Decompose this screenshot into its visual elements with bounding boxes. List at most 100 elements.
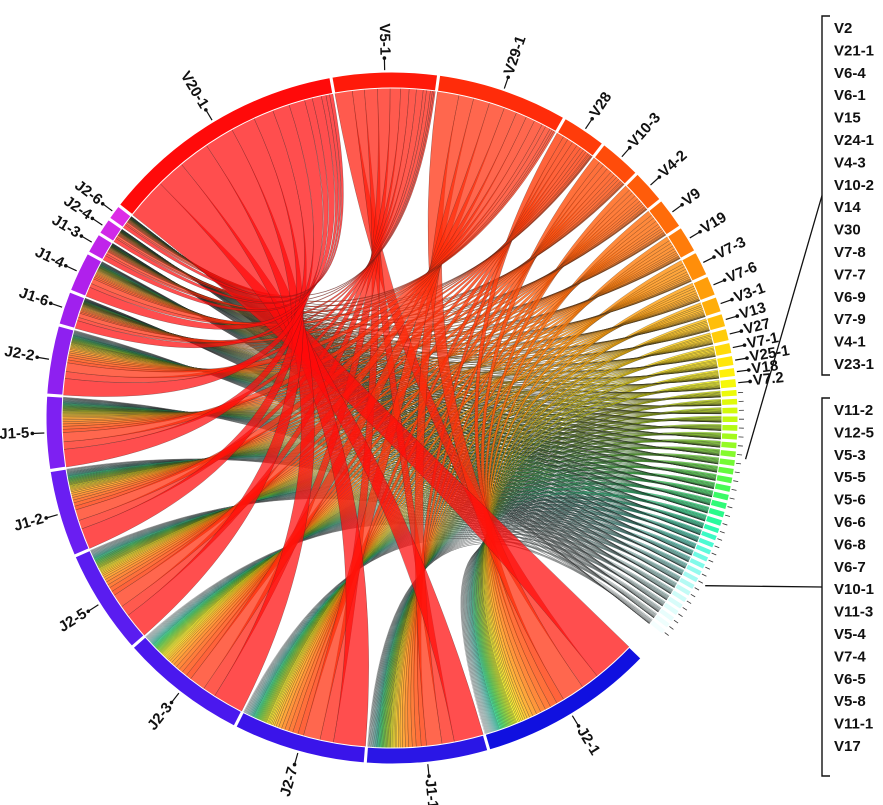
- segment-label-j2-7: J2-7: [277, 765, 301, 799]
- legend-label-v17: V17: [834, 738, 861, 755]
- label-dot: [86, 609, 91, 614]
- label-tick: [87, 604, 99, 612]
- label-tick: [738, 380, 751, 384]
- arc-v13: [706, 313, 727, 332]
- arc-v5-4: [670, 589, 689, 604]
- arc-v7-8: [715, 473, 734, 485]
- label-tick: [32, 432, 45, 435]
- segment-label-j2-5: J2-5: [56, 605, 90, 635]
- label-tick: [37, 356, 50, 360]
- legend-label-v21-1: V21-1: [834, 42, 874, 59]
- legend-connector: [705, 585, 823, 588]
- segment-label-v7-1: V7-1: [746, 329, 780, 352]
- label-tick: [725, 315, 738, 321]
- label-tick: [729, 330, 742, 335]
- segment-tick: [727, 506, 733, 509]
- label-tick: [50, 302, 63, 308]
- label-tick: [720, 299, 733, 305]
- arc-v7-7: [713, 482, 732, 494]
- label-tick: [689, 231, 701, 239]
- label-dot: [30, 431, 35, 436]
- label-tick: [102, 203, 113, 212]
- legend-label-v6-8: V6-8: [834, 536, 866, 553]
- segment-tick: [705, 566, 711, 570]
- segment-tick: [682, 607, 688, 611]
- label-dot: [748, 379, 752, 384]
- label-tick: [65, 265, 77, 272]
- label-dot: [735, 314, 740, 318]
- segment-label-j1-5: J1-5: [0, 425, 30, 443]
- arc-v6-7: [681, 569, 700, 584]
- label-tick: [92, 217, 103, 226]
- label-dot: [722, 278, 727, 282]
- arc-j1-5: [45, 395, 67, 471]
- legend-label-v14: V14: [834, 199, 861, 216]
- legend-label-v6-5: V6-5: [834, 671, 866, 688]
- segment-tick: [669, 626, 674, 630]
- segment-label-j2-3: J2-3: [144, 699, 176, 733]
- segment-label-v5-1: V5-1: [376, 23, 394, 55]
- legend-label-v5-8: V5-8: [834, 693, 866, 710]
- arc-v6-6: [688, 556, 707, 570]
- arc-v29-1: [436, 74, 565, 133]
- label-dot: [746, 368, 751, 372]
- segment-tick: [714, 545, 720, 549]
- label-tick: [703, 256, 715, 263]
- label-dot: [48, 301, 53, 306]
- segment-tick: [694, 587, 700, 591]
- legend-label-v10-2: V10-2: [834, 177, 874, 194]
- arc-v7-9: [709, 498, 728, 511]
- arc-v18: [717, 366, 737, 379]
- label-dot: [627, 145, 632, 150]
- arc-v6-8: [684, 563, 703, 577]
- segment-arcs: [45, 71, 739, 765]
- segment-label-v29-1: V29-1: [501, 34, 530, 77]
- label-dot: [427, 774, 431, 778]
- label-dot: [382, 56, 387, 60]
- legend: V2 V21-1 V6-4 V6-1 V15 V24-1 V4-3 V10-2 V14 V30 V7…: [664, 15, 874, 777]
- segment-tick: [690, 593, 696, 598]
- segment-tick: [701, 573, 707, 577]
- arc-v3-1: [700, 296, 722, 318]
- segment-tick: [711, 552, 717, 556]
- arc-v7-4: [666, 595, 685, 610]
- legend-label-v11-1: V11-1: [834, 716, 873, 733]
- legend-label-v11-2: V11-2: [834, 402, 873, 419]
- label-dot: [100, 201, 105, 206]
- segment-label-j1-2: J1-2: [12, 510, 46, 535]
- label-tick: [171, 692, 180, 703]
- arc-v4-3: [720, 440, 738, 450]
- arc-v6-4: [721, 406, 739, 415]
- label-dot: [590, 116, 594, 121]
- segment-tick: [664, 632, 669, 636]
- label-dot: [742, 343, 747, 347]
- segment-label-v10-3: V10-3: [625, 109, 664, 150]
- segment-label-v13: V13: [738, 299, 768, 323]
- segment-label-j1-6: J1-6: [17, 284, 51, 310]
- legend-label-v4-3: V4-3: [834, 154, 866, 171]
- legend-label-v11-3: V11-3: [834, 604, 873, 621]
- arc-v11-1: [653, 613, 672, 629]
- arc-v6-9: [711, 490, 731, 502]
- segment-label-v19: V19: [698, 209, 730, 237]
- segment-label-v20-1: V20-1: [177, 68, 212, 111]
- label-tick: [571, 715, 580, 727]
- label-dot: [79, 234, 84, 238]
- segment-label-v25-1: V25-1: [748, 342, 790, 365]
- label-dot: [680, 203, 684, 207]
- label-dot: [90, 216, 95, 221]
- arc-v14: [718, 457, 737, 468]
- arc-v24-1: [720, 432, 739, 441]
- legend-label-v7-9: V7-9: [834, 311, 866, 328]
- arc-j2-4: [99, 219, 123, 242]
- arc-v5-6: [691, 550, 710, 563]
- arc-v10-3: [593, 144, 637, 185]
- segment-label-v7-3: V7-3: [713, 233, 749, 262]
- label-dot: [292, 762, 297, 767]
- label-tick: [584, 118, 593, 130]
- segment-tick: [673, 619, 679, 624]
- label-dot: [35, 355, 39, 360]
- label-tick: [293, 752, 299, 765]
- legend-label-v10-1: V10-1: [834, 581, 874, 598]
- label-tick: [81, 235, 93, 243]
